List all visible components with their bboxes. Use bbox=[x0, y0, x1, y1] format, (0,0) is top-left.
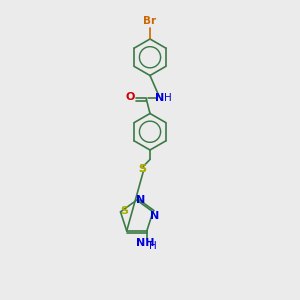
Text: N: N bbox=[150, 211, 159, 221]
Text: O: O bbox=[126, 92, 135, 102]
Text: S: S bbox=[138, 164, 146, 174]
Text: Br: Br bbox=[143, 16, 157, 26]
Text: S: S bbox=[121, 206, 129, 216]
Text: N: N bbox=[155, 94, 164, 103]
Text: NH: NH bbox=[136, 238, 155, 248]
Text: H: H bbox=[164, 94, 172, 103]
Text: S: S bbox=[138, 164, 146, 174]
Text: N: N bbox=[136, 195, 146, 205]
Text: H: H bbox=[149, 241, 157, 251]
